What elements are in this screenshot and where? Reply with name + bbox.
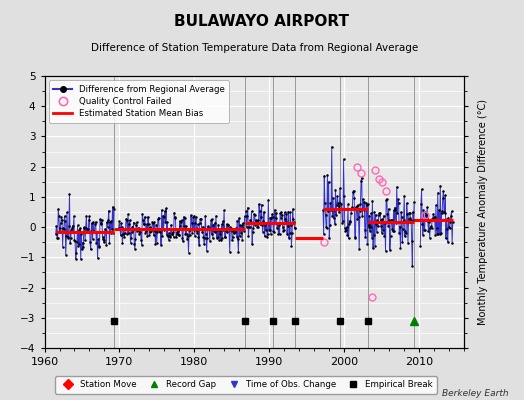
Y-axis label: Monthly Temperature Anomaly Difference (°C): Monthly Temperature Anomaly Difference (… — [478, 99, 488, 325]
Legend: Station Move, Record Gap, Time of Obs. Change, Empirical Break: Station Move, Record Gap, Time of Obs. C… — [56, 376, 437, 394]
Text: BULAWAYO AIRPORT: BULAWAYO AIRPORT — [174, 14, 350, 29]
Title: Difference of Station Temperature Data from Regional Average: Difference of Station Temperature Data f… — [91, 43, 418, 53]
Text: Berkeley Earth: Berkeley Earth — [442, 389, 508, 398]
Legend: Difference from Regional Average, Quality Control Failed, Estimated Station Mean: Difference from Regional Average, Qualit… — [49, 80, 229, 123]
